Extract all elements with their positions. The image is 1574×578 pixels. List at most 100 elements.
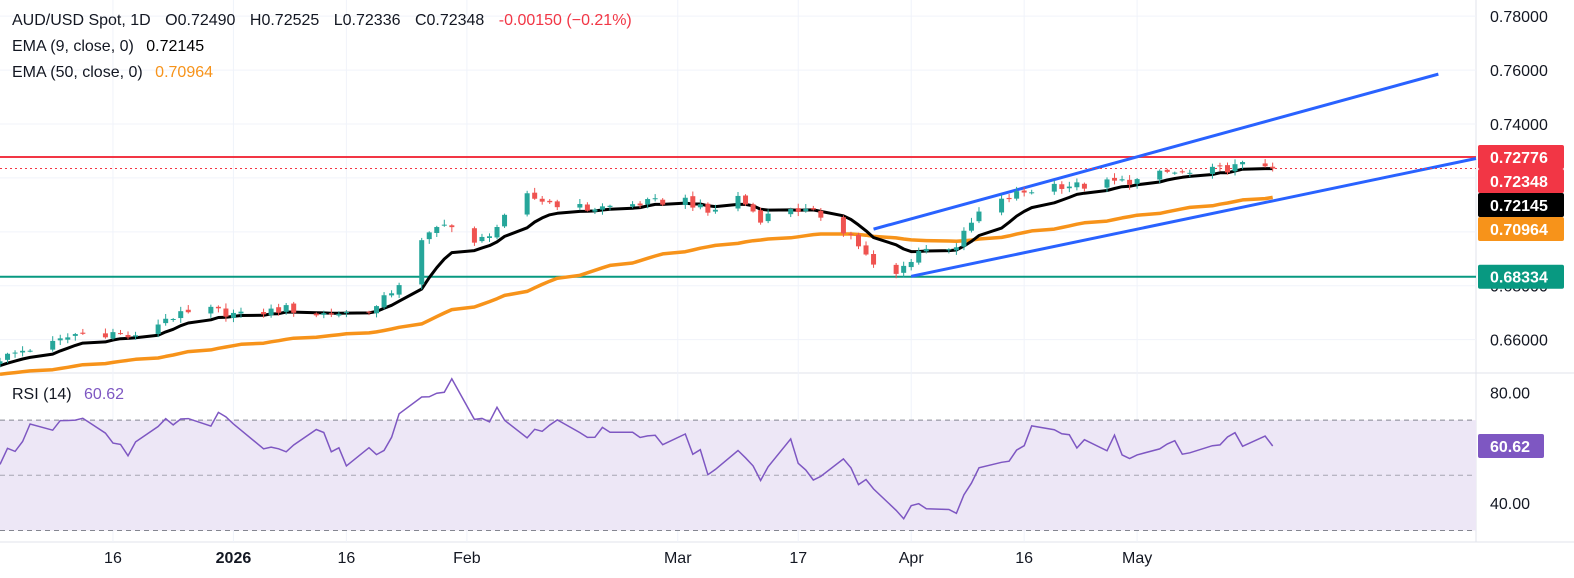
candle-body xyxy=(313,313,319,316)
time-tick-label: 16 xyxy=(104,550,122,567)
candle xyxy=(660,198,666,207)
candle-body xyxy=(12,352,18,354)
candle-body xyxy=(328,313,334,315)
price-label-box xyxy=(1478,264,1564,289)
rsi-tick-label: 80.00 xyxy=(1490,386,1530,403)
candle xyxy=(65,333,71,344)
candle xyxy=(102,328,108,339)
candle xyxy=(795,203,801,217)
candle-body xyxy=(471,228,477,243)
candle xyxy=(1066,181,1072,193)
candle xyxy=(1021,187,1027,197)
candle xyxy=(291,301,297,317)
candle-body xyxy=(968,222,974,231)
candle xyxy=(343,310,349,318)
candle-body xyxy=(810,208,816,210)
candle-body xyxy=(291,303,297,313)
candle xyxy=(238,307,244,318)
candle-body xyxy=(268,308,274,316)
candle xyxy=(366,310,372,316)
candle-body xyxy=(110,332,116,339)
candle-body xyxy=(50,340,56,350)
candle-body xyxy=(1157,170,1163,180)
candle-body xyxy=(961,230,967,247)
ema50-value: 0.70964 xyxy=(155,64,214,81)
candle xyxy=(0,357,3,368)
candle-body xyxy=(419,240,425,285)
candle xyxy=(486,233,492,242)
candle-body xyxy=(795,208,801,212)
candle-body xyxy=(1209,166,1215,174)
candle-body xyxy=(1164,169,1170,172)
candle-body xyxy=(494,227,500,238)
candle xyxy=(283,302,289,315)
candle xyxy=(155,319,161,338)
time-tick-label: Apr xyxy=(899,550,925,567)
rsi-label: RSI (14) xyxy=(12,386,72,403)
candle xyxy=(80,328,86,335)
candle xyxy=(1134,177,1140,189)
candle xyxy=(1074,178,1080,191)
candle-body xyxy=(230,312,236,318)
candle-body xyxy=(208,306,214,314)
candle-body xyxy=(1240,162,1246,165)
candle-body xyxy=(682,197,688,205)
price-label-0.70964: 0.70964 xyxy=(1478,216,1564,241)
candle xyxy=(901,261,907,278)
price-label-0.72348: 0.72348 xyxy=(1478,168,1564,193)
symbol-title: AUD/USD Spot, 1D xyxy=(12,12,151,29)
candle-body xyxy=(923,248,929,252)
candle-body xyxy=(20,350,26,353)
candle-body xyxy=(1104,179,1110,188)
time-axis: 16 2026 16 Feb Mar 17 Apr 16 May xyxy=(104,550,1152,567)
candle xyxy=(1059,181,1065,194)
candle xyxy=(133,331,139,340)
legend-rsi: RSI (14) 60.62 xyxy=(12,386,128,404)
candle-body xyxy=(1119,179,1125,181)
time-tick-label: Feb xyxy=(453,550,481,567)
candle-body xyxy=(547,200,553,203)
candle-body xyxy=(343,312,349,314)
candle xyxy=(117,329,123,335)
price-label-text: 0.68334 xyxy=(1490,270,1548,287)
rsi-pane xyxy=(0,377,1476,531)
candle xyxy=(765,209,771,224)
candle xyxy=(313,312,319,318)
candle-body xyxy=(133,335,139,337)
time-tick-label: Mar xyxy=(664,550,692,567)
candle-body xyxy=(765,213,771,222)
candle-body xyxy=(803,208,809,212)
candle xyxy=(50,336,56,352)
candle-body xyxy=(261,312,267,315)
candle-body xyxy=(1029,192,1035,194)
channel-upper-line xyxy=(873,72,1439,231)
candle xyxy=(1217,162,1223,172)
candle-body xyxy=(1179,171,1185,173)
candle-body xyxy=(1021,190,1027,193)
price-label-0.72776: 0.72776 xyxy=(1478,144,1564,169)
candle xyxy=(690,191,696,211)
candle-body xyxy=(863,245,869,255)
candle xyxy=(893,262,899,279)
candle xyxy=(524,190,530,217)
price-label-text: 0.70964 xyxy=(1490,222,1548,239)
candle-body xyxy=(1172,172,1178,174)
candle-body xyxy=(72,334,78,336)
candle xyxy=(110,328,116,340)
candle xyxy=(215,305,221,313)
candle-body xyxy=(652,198,658,200)
candle-body xyxy=(1187,172,1193,174)
candle-body xyxy=(102,333,108,338)
candle xyxy=(502,213,508,228)
legend-main: AUD/USD Spot, 1D O0.72490 H0.72525 L0.72… xyxy=(12,12,636,30)
candle-body xyxy=(336,313,342,316)
candle xyxy=(630,201,636,209)
candle-body xyxy=(1014,191,1020,199)
rsi-value: 60.62 xyxy=(84,386,125,403)
candle-body xyxy=(434,227,440,233)
price-axis: 0.780000.760000.740000.720000.700000.680… xyxy=(1478,9,1564,513)
low-value: L0.72336 xyxy=(333,12,401,29)
time-tick-label: 17 xyxy=(789,550,807,567)
candle-body xyxy=(1081,183,1087,189)
candle xyxy=(1157,169,1163,184)
